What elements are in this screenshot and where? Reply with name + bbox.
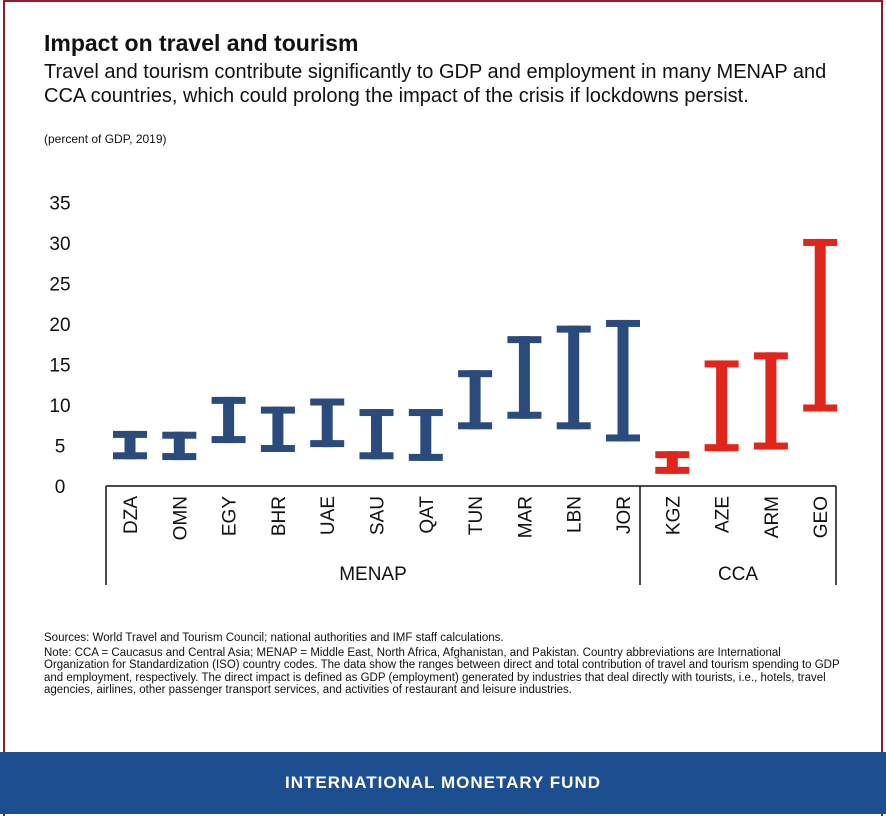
range-cap-bottom-arm xyxy=(753,442,788,450)
range-cap-bottom-geo xyxy=(803,404,838,412)
category-label: KGZ xyxy=(663,496,684,535)
range-bar-dza xyxy=(124,430,136,460)
category-label: EGY xyxy=(220,496,241,536)
footer-label: INTERNATIONAL MONETARY FUND xyxy=(285,773,601,792)
range-bar-jor xyxy=(617,319,629,442)
chart-frame xyxy=(3,0,883,816)
range-cap-top-kgz xyxy=(655,451,690,459)
range-cap-bottom-kgz xyxy=(655,466,690,474)
category-label: GEO xyxy=(811,496,832,538)
range-cap-top-geo xyxy=(803,238,838,246)
category-label: BHR xyxy=(269,496,290,536)
chart-title: Impact on travel and tourism xyxy=(44,30,359,56)
range-cap-top-qat xyxy=(408,409,443,417)
range-bar-arm xyxy=(765,352,777,450)
category-label: SAU xyxy=(368,496,389,535)
range-cap-bottom-uae xyxy=(310,440,345,448)
range-cap-bottom-mar xyxy=(507,411,542,419)
range-bar-sau xyxy=(371,409,382,460)
chart-subtitle: Travel and tourism contribute significan… xyxy=(44,61,827,107)
range-cap-bottom-bhr xyxy=(260,444,295,452)
range-cap-bottom-aze xyxy=(704,444,739,452)
range-cap-top-jor xyxy=(606,319,640,327)
range-cap-bottom-dza xyxy=(113,452,147,460)
range-cap-top-arm xyxy=(753,352,788,360)
range-cap-bottom-qat xyxy=(408,453,443,461)
y-tick-label: 0 xyxy=(55,477,66,498)
range-bar-omn xyxy=(173,431,185,461)
unit-label: (percent of GDP, 2019) xyxy=(44,132,167,146)
group-label: CCA xyxy=(718,564,758,585)
category-label: MAR xyxy=(515,496,536,538)
range-bar-uae xyxy=(321,398,333,448)
notes-block: Sources: World Travel and Tourism Counci… xyxy=(44,632,844,699)
range-cap-bottom-omn xyxy=(162,453,197,461)
range-cap-bottom-tun xyxy=(458,422,493,430)
category-label: LBN xyxy=(565,496,586,533)
range-bar-chart: 0 5 10 15 20 25 30 35 DZA OMN EGY BHR UAE SAU QAT TUN MA… xyxy=(49,194,838,585)
y-tick-label: 15 xyxy=(49,356,70,377)
y-tick-label: 25 xyxy=(49,275,70,296)
category-label: QAT xyxy=(417,496,438,534)
category-label: OMN xyxy=(170,496,191,540)
range-bar-egy xyxy=(223,396,235,444)
y-tick-label: 30 xyxy=(49,234,70,255)
category-label: AZE xyxy=(713,496,734,533)
range-cap-top-sau xyxy=(359,409,394,417)
category-label: JOR xyxy=(614,496,635,534)
range-cap-top-lbn xyxy=(556,325,591,333)
sources-text: Sources: World Travel and Tourism Counci… xyxy=(44,632,504,644)
range-cap-top-omn xyxy=(162,431,197,439)
range-bar-geo xyxy=(814,238,826,412)
group-label: MENAP xyxy=(339,564,407,585)
range-cap-bottom-egy xyxy=(211,436,246,444)
note-text: Note: CCA = Caucasus and Central Asia; M… xyxy=(44,646,840,697)
range-cap-top-dza xyxy=(113,430,147,438)
y-tick-label: 20 xyxy=(49,315,70,336)
range-bar-tun xyxy=(469,370,481,430)
range-bar-aze xyxy=(716,360,728,452)
range-cap-top-bhr xyxy=(260,406,295,414)
range-bar-qat xyxy=(420,409,432,461)
category-label: TUN xyxy=(466,496,487,535)
range-cap-bottom-jor xyxy=(606,434,640,442)
range-bar-mar xyxy=(518,336,530,419)
footer-banner: INTERNATIONAL MONETARY FUND xyxy=(0,752,886,814)
category-label: DZA xyxy=(121,496,142,534)
range-cap-bottom-lbn xyxy=(556,422,591,430)
range-bar-bhr xyxy=(272,406,284,452)
y-tick-label: 5 xyxy=(55,437,66,458)
range-cap-top-mar xyxy=(507,336,542,344)
y-tick-label: 10 xyxy=(49,396,70,417)
range-cap-top-aze xyxy=(704,360,739,368)
range-cap-bottom-sau xyxy=(359,452,394,460)
y-tick-label: 35 xyxy=(49,194,70,215)
range-cap-top-tun xyxy=(458,370,493,378)
category-label: ARM xyxy=(762,496,783,538)
category-label: UAE xyxy=(318,496,339,535)
range-bar-lbn xyxy=(568,325,580,430)
range-bar-kgz xyxy=(666,451,678,474)
range-cap-top-egy xyxy=(211,396,246,404)
range-cap-top-uae xyxy=(310,398,345,406)
